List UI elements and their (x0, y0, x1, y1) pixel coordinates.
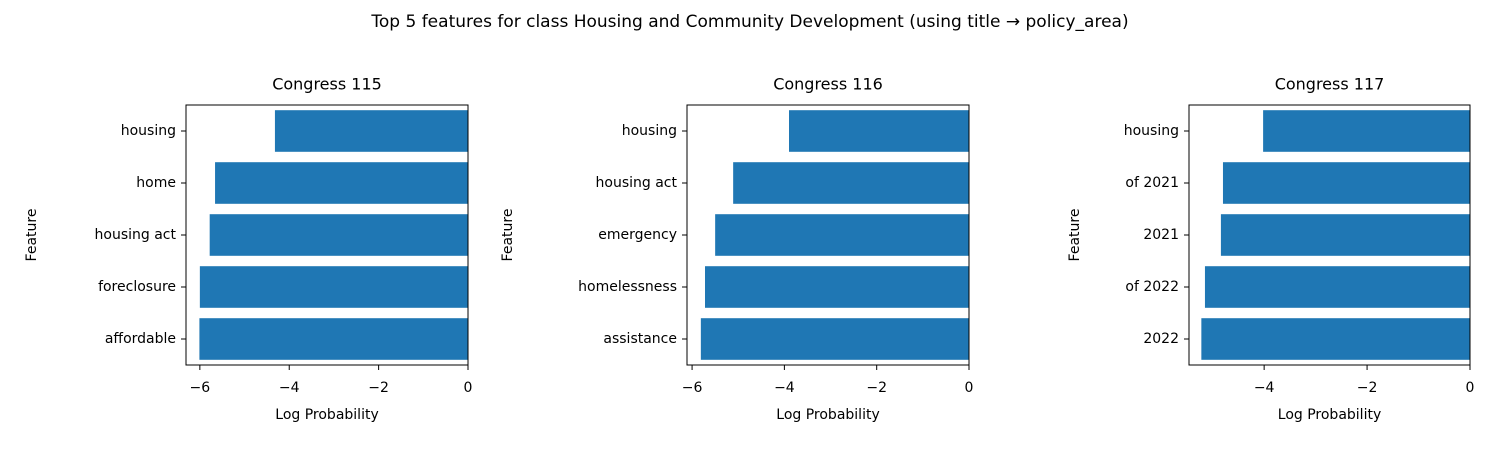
x-tick-label: 0 (1466, 380, 1475, 396)
bar (733, 162, 969, 204)
axes-frame (1188, 104, 1471, 366)
x-tick-label: −6 (190, 380, 211, 396)
y-tick-label: 2022 (1143, 331, 1179, 347)
y-tick-label: emergency (598, 227, 677, 243)
x-axis-label: Log Probability (1278, 407, 1381, 423)
figure-title: Top 5 features for class Housing and Com… (370, 12, 1128, 32)
y-tick-label: housing act (596, 175, 678, 191)
x-axis-label: Log Probability (776, 407, 879, 423)
y-tick-label: assistance (603, 331, 677, 347)
subplot-title: Congress 117 (1275, 75, 1385, 94)
bar (705, 266, 969, 308)
y-tick-label: housing (622, 123, 677, 139)
bar (274, 110, 468, 152)
y-axis-label: Feature (24, 209, 40, 262)
bar (199, 318, 468, 360)
y-tick-label: housing (1124, 123, 1179, 139)
y-tick-label: affordable (105, 331, 176, 347)
x-tick-label: −6 (682, 380, 703, 396)
axes-frame (185, 104, 469, 366)
bar (1220, 214, 1470, 256)
subplot-title: Congress 115 (272, 75, 382, 94)
bar (1201, 318, 1470, 360)
y-tick-label: of 2021 (1125, 175, 1179, 191)
x-tick-label: −4 (279, 380, 300, 396)
y-axis-label: Feature (1067, 209, 1083, 262)
x-tick-label: 0 (965, 380, 974, 396)
y-axis-label: Feature (500, 209, 516, 262)
bar (215, 162, 468, 204)
axes-frame (686, 104, 970, 366)
x-axis-label: Log Probability (275, 407, 378, 423)
y-tick-label: of 2022 (1125, 279, 1179, 295)
y-tick-label: housing (121, 123, 176, 139)
x-tick-label: −2 (866, 380, 887, 396)
x-tick-label: −4 (774, 380, 795, 396)
bar (1263, 110, 1470, 152)
x-tick-label: −2 (368, 380, 389, 396)
subplot-title: Congress 116 (773, 75, 883, 94)
x-tick-label: 0 (464, 380, 473, 396)
bar (1204, 266, 1470, 308)
bar (789, 110, 969, 152)
bar (1222, 162, 1470, 204)
bar (209, 214, 468, 256)
y-tick-label: housing act (95, 227, 177, 243)
x-tick-label: −2 (1357, 380, 1378, 396)
bar (715, 214, 969, 256)
bar (199, 266, 469, 308)
y-tick-label: homelessness (578, 279, 677, 295)
x-tick-label: −4 (1254, 380, 1275, 396)
y-tick-label: home (136, 175, 176, 191)
y-tick-label: foreclosure (98, 279, 176, 295)
y-tick-label: 2021 (1143, 227, 1179, 243)
bar (700, 318, 969, 360)
